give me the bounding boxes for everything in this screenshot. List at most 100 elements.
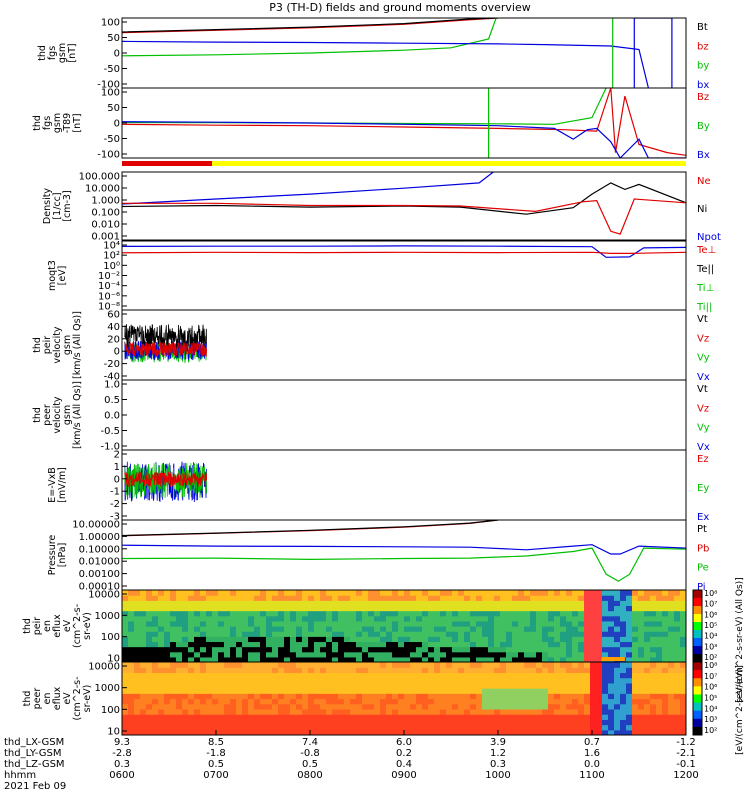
legend-entry: Npot	[697, 232, 721, 243]
legend-entry: By	[697, 121, 710, 132]
x-tick-label: 0.2	[396, 748, 412, 759]
x-tick-label: 0.5	[208, 759, 224, 770]
colorbar-swatch	[693, 662, 702, 671]
y-axis-label: fgs	[42, 116, 53, 130]
panel-frame	[121, 240, 687, 311]
y-axis-label: thd	[22, 691, 33, 707]
series-by	[122, 18, 497, 57]
legend-entry: Ti||	[696, 302, 712, 313]
colorbar-swatch	[693, 606, 702, 615]
y-tick-label: 1.00000	[79, 532, 120, 543]
spectrogram	[122, 662, 686, 735]
y-axis-label: [cm-3]	[62, 190, 73, 221]
legend-entry: Vy	[697, 353, 710, 364]
x-tick-label: -0.1	[676, 759, 696, 770]
series-Pt	[122, 520, 499, 537]
x-row-label: thd_LY-GSM	[4, 748, 61, 759]
series-Pb	[122, 520, 499, 537]
x-tick-label: 1.2	[490, 748, 506, 759]
y-axis-label: thd	[37, 45, 48, 61]
x-tick-label: 0600	[109, 770, 134, 781]
series-group	[122, 172, 686, 235]
y-tick-label: 2	[114, 450, 120, 461]
colorbar-tick: 10⁵	[704, 621, 717, 630]
x-tick-label: 1100	[579, 770, 604, 781]
y-axis-label: [1/cc]	[52, 192, 63, 219]
y-tick-label: 20	[107, 334, 120, 345]
y-tick-label: 10⁻⁸	[98, 302, 120, 313]
y-tick-label: 0	[114, 49, 120, 60]
x-row-label: thd_LX-GSM	[4, 737, 64, 748]
legend-entry: Bt	[697, 22, 708, 33]
y-axis-label: velocity	[52, 396, 63, 434]
panel-fgs-dif: 100 50 0 -50 -100 thd fgs gsm -T89 [nT] Bz By Bx	[32, 87, 710, 161]
series-red	[124, 342, 207, 358]
y-axis-label: (cm^2-s-	[72, 677, 83, 721]
y-tick-label: 10²	[103, 251, 120, 262]
legend-entry: Ez	[697, 454, 709, 465]
y-tick-label: 100	[101, 88, 120, 99]
x-date-label: 2021 Feb 09	[4, 781, 66, 792]
colorbar-swatch	[693, 614, 702, 623]
x-tick-label: 3.9	[490, 737, 506, 748]
legend-entry: Vx	[697, 372, 710, 383]
colorbar-swatch	[693, 630, 702, 639]
legend-entry: Vy	[697, 423, 710, 434]
flag-marker	[601, 657, 625, 661]
legend-entry: Pt	[697, 524, 707, 535]
y-axis-label: [mV/m]	[57, 467, 68, 503]
y-axis-label: gsm	[57, 43, 68, 63]
y-tick-label: 0.0	[104, 411, 120, 422]
colorbar-tick: 10²	[704, 653, 717, 662]
y-tick-label: 0.001	[91, 232, 120, 243]
x-tick-label: 6.0	[396, 737, 412, 748]
y-axis-label: peir	[32, 617, 43, 636]
y-tick-label: 0.00100	[79, 569, 120, 580]
y-axis-label: E=-VxB	[47, 467, 58, 502]
colorbar-swatch	[693, 678, 702, 687]
y-axis-label: velocity	[52, 326, 63, 364]
y-axis-label: eV	[62, 619, 73, 632]
colorbar-tick: 10⁷	[704, 600, 717, 609]
y-axis-label: [km/s (All Qs)]	[72, 311, 83, 379]
x-tick-label: 1.6	[584, 748, 600, 759]
panel-frame	[121, 379, 687, 451]
y-axis-label: [nT]	[67, 43, 78, 62]
y-axis-label: peer	[32, 688, 43, 710]
colorbar-swatch	[693, 638, 702, 647]
legend-entry: Te⊥	[696, 245, 716, 256]
y-axis-label: Density	[42, 188, 53, 224]
x-tick-label: 1000	[485, 770, 510, 781]
y-tick-label: 10000	[88, 590, 120, 601]
y-tick-label: 50	[107, 103, 120, 114]
colorbar-tick: 10⁵	[704, 694, 717, 703]
x-tick-label: -1.2	[676, 737, 696, 748]
legend-entry: Vx	[697, 442, 710, 453]
y-tick-label: 60	[107, 310, 120, 321]
y-tick-label: 0.010	[91, 220, 120, 231]
y-tick-label: 0.5	[104, 395, 120, 406]
colorbar-tick: 10⁸	[704, 661, 717, 670]
colorbar-tick: 10³	[704, 642, 717, 651]
series-Bz	[122, 88, 686, 156]
series-group	[122, 245, 686, 258]
y-tick-label: -100	[97, 80, 120, 91]
panel-fgs: 100 50 0 -50 -100 thd fgs gsm [nT] Bt bz by bx	[37, 17, 709, 91]
legend-entry: Ne	[697, 176, 711, 187]
x-tick-label: 0800	[297, 770, 322, 781]
legend-entry: Te||	[696, 264, 714, 275]
noise-group	[124, 461, 207, 503]
y-axis-label: en	[42, 620, 53, 632]
y-axis-label: (cm^2-s-	[72, 604, 83, 648]
y-tick-label: 0	[114, 119, 120, 130]
y-axis-label: sr-eV)	[82, 685, 93, 713]
x-tick-label: 8.5	[208, 737, 224, 748]
x-tick-label: 0.4	[396, 759, 412, 770]
y-tick-label: 40	[107, 322, 120, 333]
legend-entry: Vz	[697, 333, 709, 344]
y-tick-label: 50	[107, 33, 120, 44]
y-axis-label: Pressure	[47, 535, 58, 576]
